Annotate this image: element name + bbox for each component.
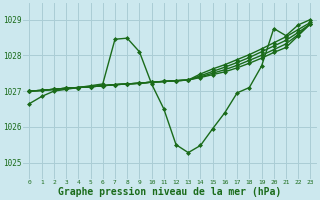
X-axis label: Graphe pression niveau de la mer (hPa): Graphe pression niveau de la mer (hPa)	[58, 186, 282, 197]
